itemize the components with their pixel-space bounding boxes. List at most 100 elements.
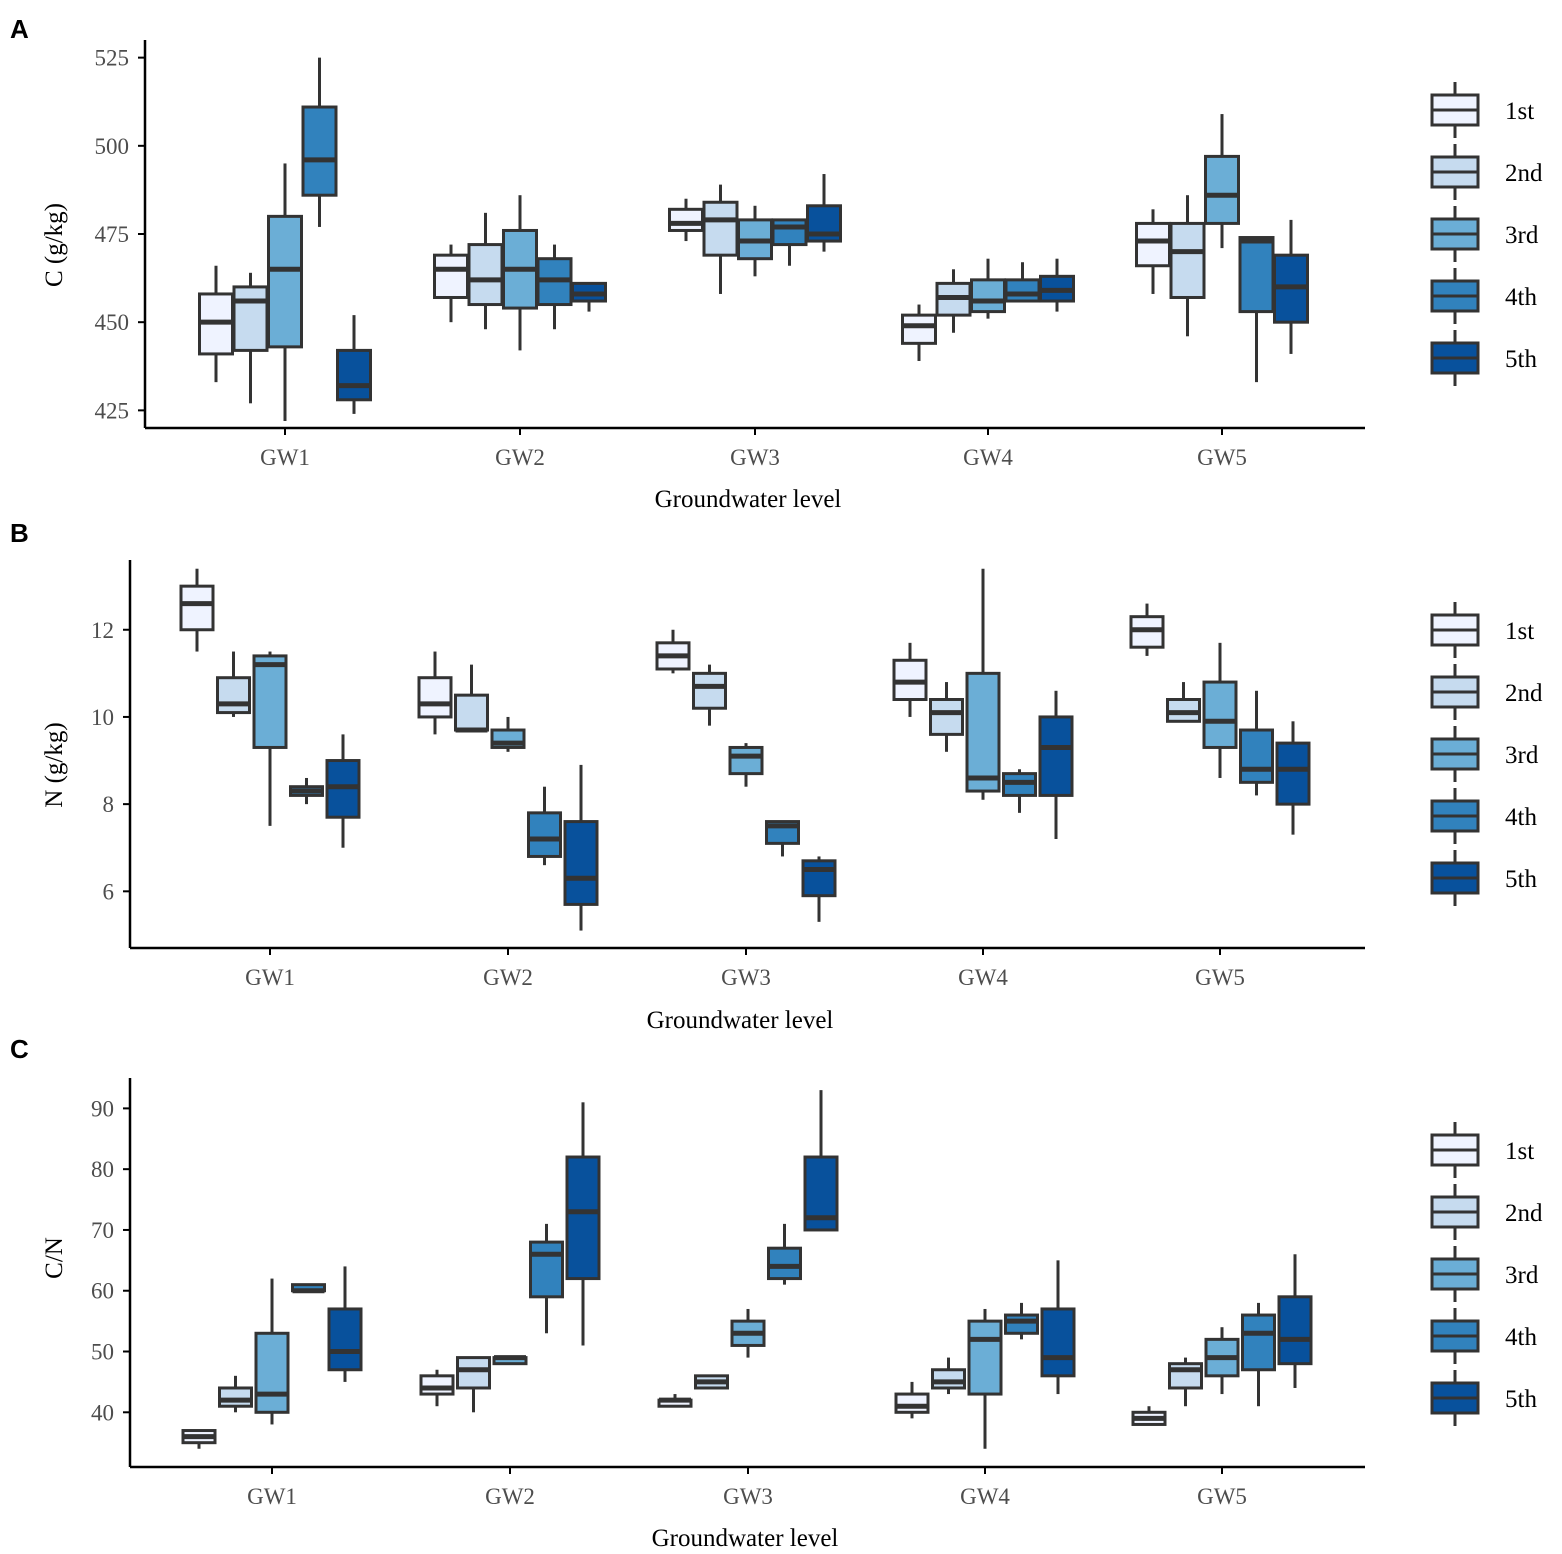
panel-a-legend-item-2nd: 2nd: [1430, 144, 1543, 200]
box-body: [527, 811, 562, 858]
panel-b-box-gw2-4th: [527, 786, 562, 866]
panel-a-box-gw2-4th: [536, 244, 573, 330]
panel-c-y-tick-label: 60: [91, 1279, 114, 1304]
box-body: [970, 278, 1006, 314]
panel-a-box-gw3-4th: [771, 218, 808, 266]
box-body: [967, 1319, 1003, 1396]
panel-c-legend-item-4th: 4th: [1430, 1308, 1537, 1364]
panel-b-box-gw1-2nd: [216, 651, 251, 717]
panel-b-y-tick-label: 12: [91, 618, 114, 643]
box-body: [417, 676, 453, 719]
panel-c-box-gw5-2nd: [1168, 1357, 1203, 1407]
panel-a-x-tick-label: GW3: [730, 445, 780, 470]
panel-b-x-tick-label: GW5: [1195, 965, 1245, 990]
panel-c-y-tick-label: 80: [91, 1157, 114, 1182]
panel-c-legend-item-2nd: 2nd: [1430, 1184, 1543, 1240]
box-body: [767, 1246, 802, 1281]
box-body: [179, 584, 215, 632]
panel-b-y-tick-label: 10: [91, 705, 114, 730]
panel-a-box-gw4-1st: [901, 304, 937, 361]
panel-c-box-gw4-5th: [1040, 1260, 1076, 1395]
panel-b-box-gw2-3rd: [490, 716, 526, 752]
box-body: [1169, 221, 1206, 299]
panel-c-box-gw1-2nd: [218, 1375, 253, 1413]
legend-label: 5th: [1505, 866, 1537, 893]
panel-a-box-gw3-1st: [668, 198, 704, 242]
panel-letter-c: C: [10, 1034, 29, 1064]
box-body: [1204, 154, 1240, 225]
legend-label: 4th: [1505, 284, 1537, 311]
panel-c-box-gw5-1st: [1131, 1406, 1167, 1426]
panel-b-box-gw2-5th: [563, 764, 599, 931]
panel-b-box-gw1-4th: [289, 777, 324, 805]
panel-b-x-tick-label: GW1: [245, 965, 295, 990]
panel-b-box-gw4-2nd: [929, 682, 964, 752]
panel-a-box-gw5-5th: [1273, 219, 1309, 354]
panel-a-box-gw1-3rd: [267, 163, 303, 421]
panel-b-x-tick-label: GW4: [958, 965, 1008, 990]
panel-c-legend-item-3rd: 3rd: [1430, 1246, 1539, 1302]
box-body: [336, 348, 372, 402]
panel-c-x-tick-label: GW3: [723, 1484, 773, 1509]
panel-c-box-gw5-3rd: [1204, 1327, 1240, 1395]
panel-a-box-gw1-1st: [198, 265, 234, 383]
panel-b-ylabel: N (g/kg): [41, 722, 68, 807]
panel-b-box-gw3-4th: [765, 820, 800, 857]
panel-b-box-gw5-5th: [1275, 721, 1311, 835]
box-body: [232, 285, 269, 352]
box-body: [1004, 1313, 1039, 1335]
panel-b-box-gw5-4th: [1239, 690, 1274, 796]
box-body: [1202, 680, 1238, 749]
panel-a-box-gw1-2nd: [232, 272, 269, 404]
panel-a-y-tick-label: 525: [95, 46, 130, 71]
panel-a-box-gw4-4th: [1004, 262, 1041, 303]
panel-c-box-gw5-5th: [1277, 1254, 1313, 1388]
panel-a-box-gw5-4th: [1238, 236, 1275, 383]
panel-b-box-gw4-3rd: [965, 568, 1001, 800]
panel-a-x-tick-label: GW1: [260, 445, 310, 470]
box-body: [1135, 221, 1171, 268]
box-body: [771, 218, 808, 247]
panel-a-y-tick-label: 500: [95, 134, 130, 159]
panel-a-xlabel: Groundwater level: [655, 486, 842, 513]
panel-c-ylabel: C/N: [41, 1237, 68, 1279]
panel-c-box-gw1-1st: [181, 1429, 217, 1449]
box-body: [419, 1374, 455, 1396]
panel-c-x-tick-label: GW4: [960, 1484, 1010, 1509]
box-body: [801, 859, 837, 898]
panel-letter-b: B: [10, 518, 29, 548]
panel-c-box-gw1-4th: [291, 1283, 326, 1294]
panel-c-box-gw2-4th: [529, 1223, 564, 1334]
panel-b-box-gw3-1st: [655, 629, 691, 674]
panel-b-legend-item-1st: 1st: [1430, 602, 1534, 658]
legend-label: 2nd: [1505, 160, 1543, 187]
legend-label: 4th: [1505, 804, 1537, 831]
box-body: [456, 1356, 491, 1390]
box-body: [565, 1155, 601, 1281]
panel-b-box-gw1-5th: [325, 734, 361, 848]
box-body: [252, 654, 288, 749]
box-body: [563, 820, 599, 906]
panel-c-box-gw5-4th: [1241, 1302, 1276, 1407]
panel-b-y-tick-label: 6: [103, 879, 115, 904]
panel-c-box-gw1-3rd: [254, 1278, 290, 1425]
box-body: [218, 1386, 253, 1408]
panel-c-box-gw2-2nd: [456, 1356, 491, 1413]
legend-label: 2nd: [1505, 1200, 1543, 1227]
panel-a-box-gw4-3rd: [970, 258, 1006, 319]
panel-a-box-gw5-1st: [1135, 209, 1171, 294]
panel-c-xlabel: Groundwater level: [652, 1525, 839, 1552]
legend-label: 2nd: [1505, 680, 1543, 707]
panel-c-box-gw4-4th: [1004, 1302, 1039, 1340]
panel-b-box-gw4-4th: [1002, 769, 1037, 813]
panel-a-box-gw2-5th: [571, 281, 607, 312]
box-body: [965, 671, 1001, 793]
box-body: [668, 207, 704, 232]
panel-a-box-gw2-1st: [433, 244, 469, 323]
panel-c-box-gw3-2nd: [694, 1374, 729, 1390]
panel-c-x-tick-label: GW2: [485, 1484, 535, 1509]
box-body: [901, 313, 937, 345]
panel-b-box-gw2-1st: [417, 651, 453, 735]
panel-b-legend-item-4th: 4th: [1430, 788, 1537, 844]
